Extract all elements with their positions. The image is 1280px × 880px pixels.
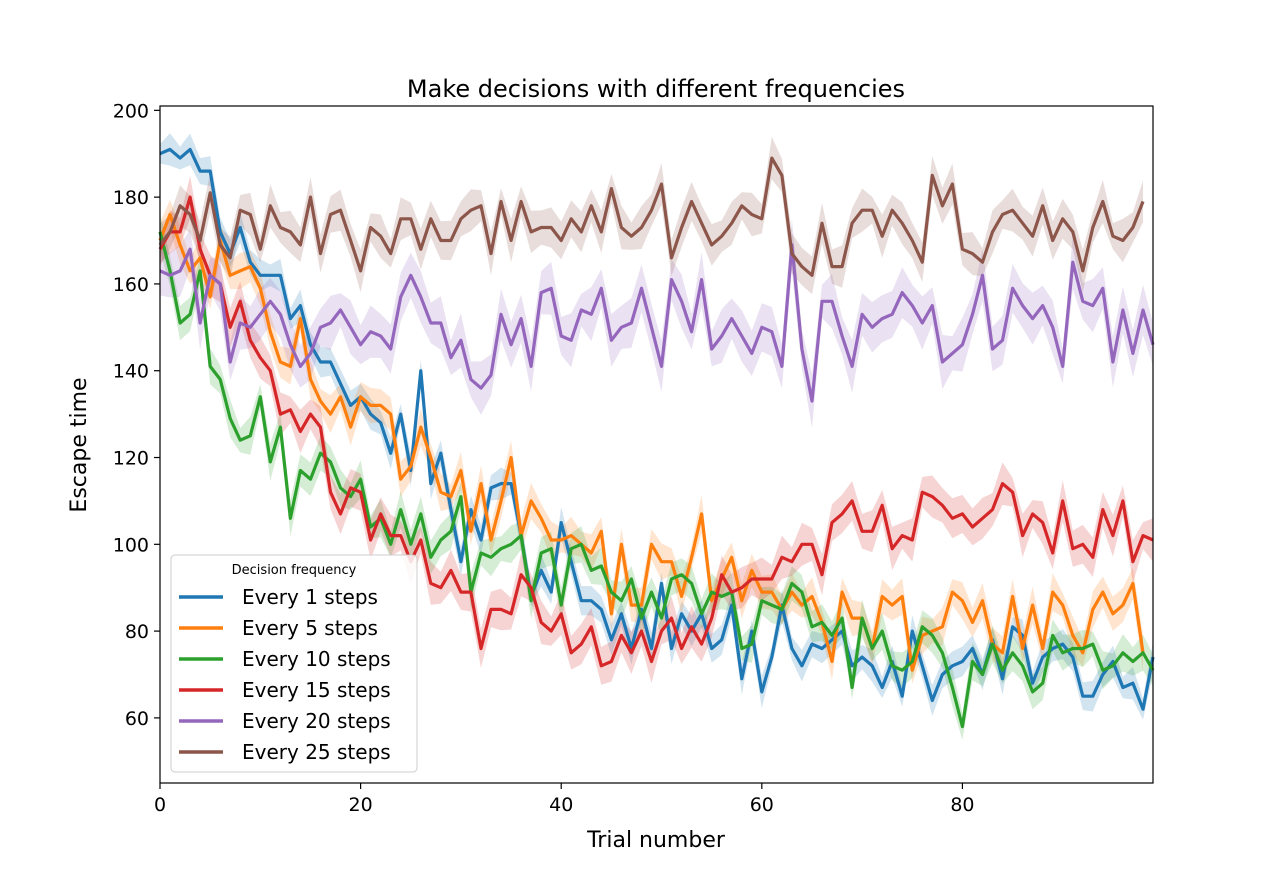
band-series-3: [160, 213, 1153, 740]
plot-frame: [159, 105, 1154, 784]
legend-label-6: Every 25 steps: [242, 740, 391, 764]
line-series-2: [158, 212, 1145, 672]
y-tick-label: 160: [113, 274, 149, 296]
band-series-1: [160, 133, 1153, 720]
series-lines: [158, 147, 1155, 729]
x-tick-label: 60: [750, 794, 774, 816]
legend-label-1: Every 1 steps: [242, 585, 378, 609]
legend-items: Every 1 steps Every 5 steps Every 10 steps…: [179, 585, 391, 764]
x-axis-label: Trial number: [586, 828, 726, 853]
band-series-5: [160, 218, 1153, 429]
x-axis-ticks: 0 20 40 60 80: [154, 783, 975, 816]
chart-title: Make decisions with different frequencie…: [407, 75, 905, 103]
y-tick-label: 80: [125, 621, 149, 643]
legend-label-3: Every 10 steps: [242, 647, 391, 671]
y-tick-label: 120: [113, 448, 149, 470]
band-series-6: [160, 136, 1143, 295]
x-tick-label: 40: [549, 794, 573, 816]
line-series-5: [159, 243, 1155, 403]
legend-label-5: Every 20 steps: [242, 709, 391, 733]
x-tick-label: 0: [154, 794, 166, 816]
y-tick-label: 200: [113, 100, 149, 122]
x-tick-label: 80: [950, 794, 974, 816]
line-series-4: [158, 195, 1154, 668]
legend: Decision frequency Every 1 steps Every 5 …: [170, 554, 418, 773]
line-series-6: [158, 156, 1145, 277]
y-tick-label: 100: [113, 534, 149, 556]
y-axis-label: Escape time: [67, 377, 92, 512]
y-tick-label: 140: [113, 361, 149, 383]
legend-label-2: Every 5 steps: [242, 616, 378, 640]
legend-box: [170, 554, 418, 773]
y-tick-label: 180: [113, 187, 149, 209]
legend-title: Decision frequency: [232, 563, 357, 578]
y-axis-ticks: 60 80 100 120 140 160 180 200: [113, 100, 160, 730]
x-tick-label: 20: [349, 794, 373, 816]
legend-label-4: Every 15 steps: [242, 678, 391, 702]
y-tick-label: 60: [125, 708, 149, 730]
